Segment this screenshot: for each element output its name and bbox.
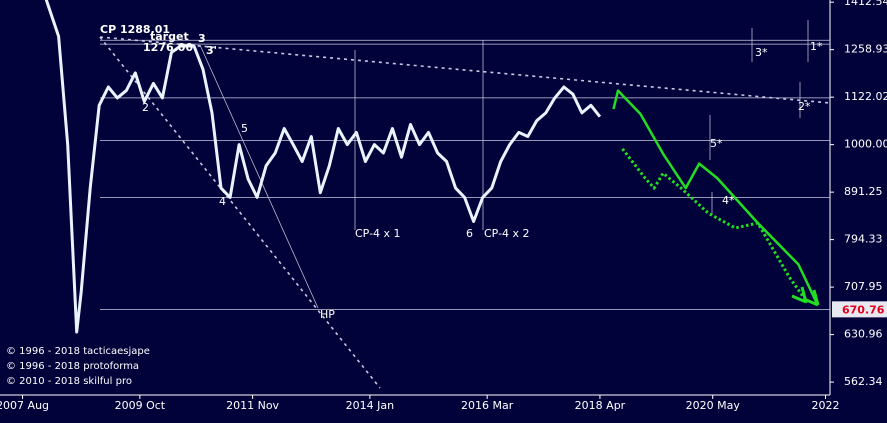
y-tick-label: 562.34: [844, 375, 883, 388]
y-tick-label: 794.33: [844, 233, 883, 246]
annotation: 1276.00: [143, 41, 193, 54]
x-tick-label: 2022: [811, 399, 839, 412]
y-tick-label: 1412.54: [844, 0, 887, 8]
price-line: [44, 0, 602, 334]
annotation: 1*: [810, 40, 823, 53]
x-tick-label: 2016 Mar: [461, 399, 514, 412]
annotation: target: [150, 30, 189, 43]
annotation: 2*: [798, 100, 811, 113]
annotation: 4: [219, 195, 226, 208]
annotation: 5*: [710, 137, 723, 150]
annotation: 2: [142, 101, 149, 114]
copyright: © 1996 - 2018 tacticaesjape: [6, 346, 150, 357]
y-tick-label: 707.95: [844, 280, 883, 293]
x-tick-label: 2018 Apr: [575, 399, 626, 412]
y-tick-label: 1122.02: [844, 90, 887, 103]
annotation: 6: [466, 227, 473, 240]
trend-line: [99, 36, 831, 104]
copyright: © 1996 - 2018 protoforma: [6, 361, 139, 372]
x-tick-label: 2007 Aug: [0, 399, 49, 412]
plot: [44, 0, 818, 334]
x-tick-label: 2009 Oct: [115, 399, 166, 412]
annotation: 3: [198, 32, 206, 45]
annotation: CP-4 x 1: [355, 227, 401, 240]
trend-lines: [99, 20, 831, 389]
x-tick-label: 2011 Nov: [226, 399, 279, 412]
annotation: HP: [320, 308, 335, 321]
y-tick-label: 1000.00: [844, 138, 887, 151]
y-tick-label: 630.96: [844, 328, 883, 341]
trend-line: [199, 44, 319, 309]
annotation: 4*: [722, 194, 735, 207]
price-marker-label: 670.76: [842, 303, 885, 316]
annotation: 3': [206, 44, 217, 57]
x-tick-label: 2020 May: [686, 399, 741, 412]
y-tick-label: 1258.93: [844, 43, 887, 56]
annotation: CP-4 x 2: [484, 227, 530, 240]
annotation: 3*: [755, 46, 768, 59]
forecast-line: [612, 89, 818, 304]
x-tick-label: 2014 Jan: [346, 399, 394, 412]
arrow-head: [791, 286, 808, 304]
copyright: © 2010 - 2018 skilful pro: [6, 376, 132, 387]
trend-line: [99, 36, 381, 389]
annotation: CP 1288.01: [100, 23, 170, 36]
annotation: 5: [241, 122, 248, 135]
y-tick-label: 891.25: [844, 185, 883, 198]
price-marker-box: [832, 301, 887, 318]
